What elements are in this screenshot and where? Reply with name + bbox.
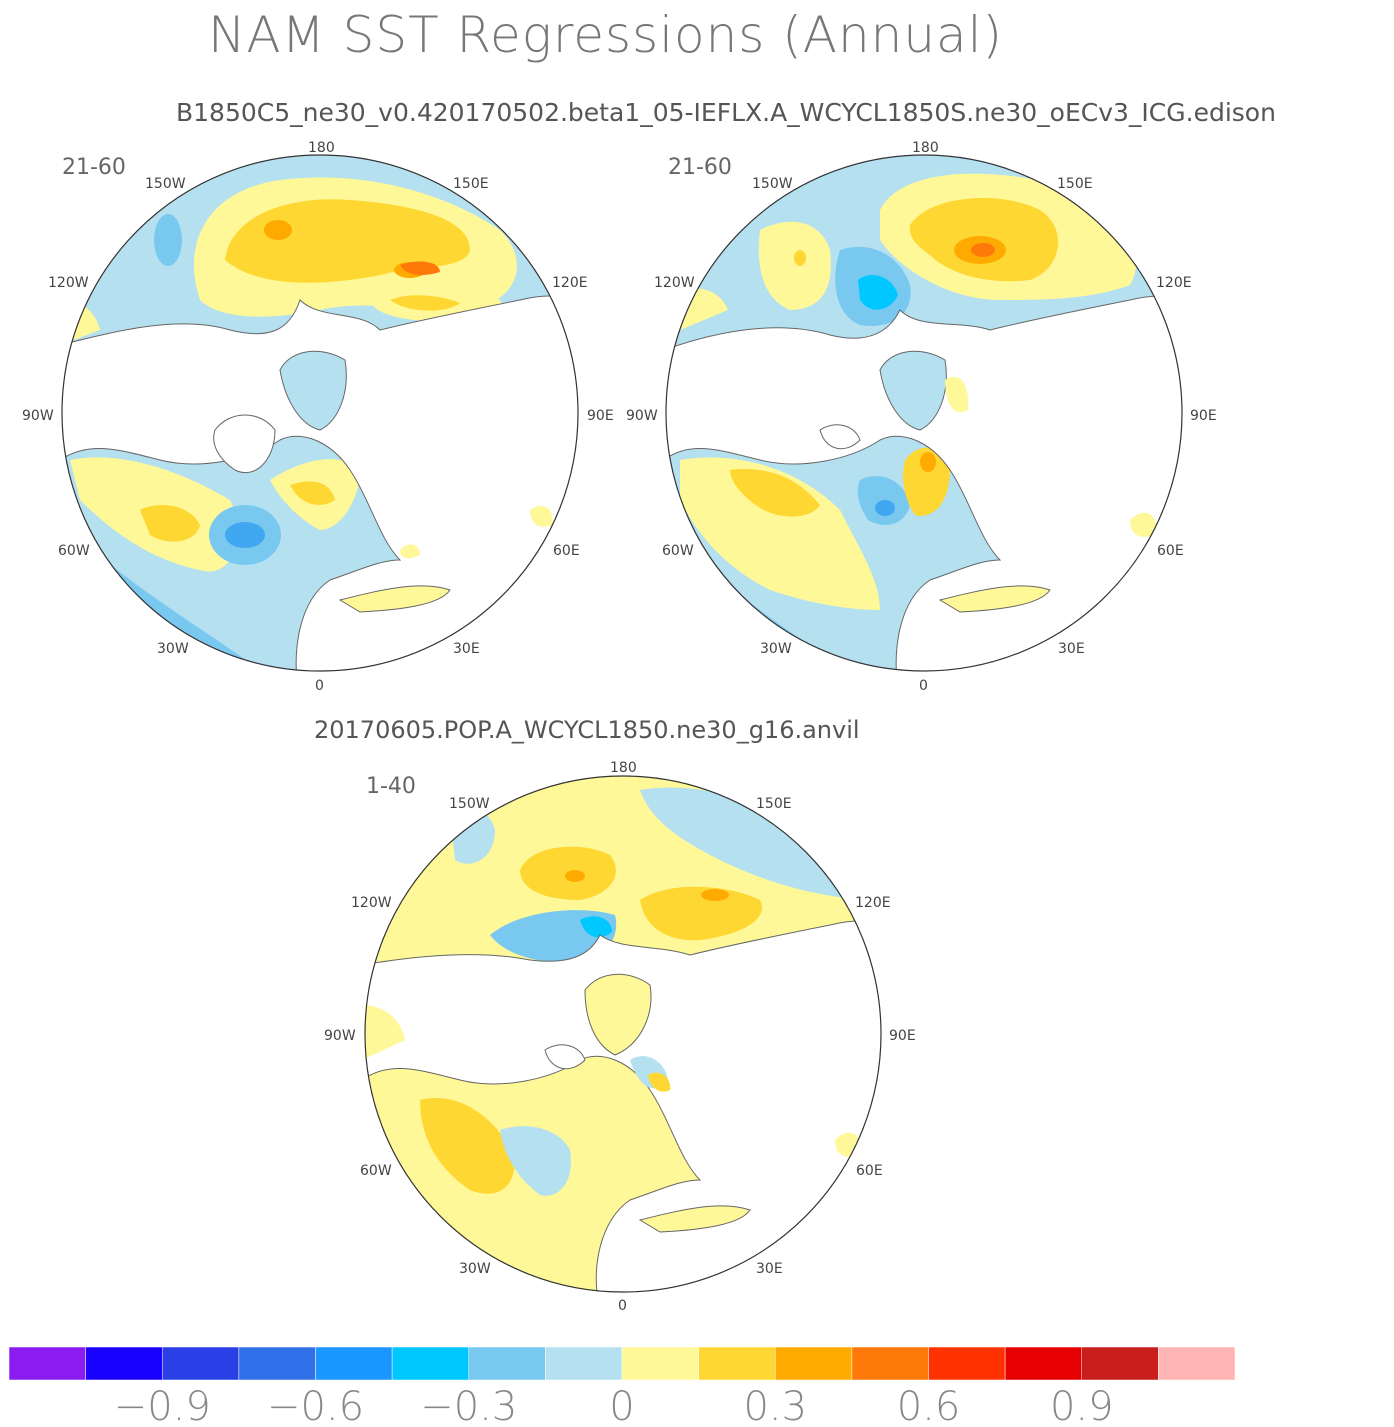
colorbar-swatch [238, 1346, 316, 1381]
colorbar-swatch [698, 1346, 776, 1381]
colorbar-tick-label: 0 [609, 1384, 634, 1427]
colorbar-swatch [8, 1346, 86, 1381]
lon-label: 120E [552, 275, 588, 291]
subtitle-bottom-experiment: 20170605.POP.A_WCYCL1850.ne30_g16.anvil [314, 716, 860, 744]
years-label-bottom: 1-40 [366, 774, 416, 799]
lon-label: 150W [752, 176, 793, 192]
colorbar-tick-label: −0.6 [267, 1384, 364, 1427]
colorbar-swatch [1081, 1346, 1159, 1381]
lon-label: 30E [756, 1261, 783, 1277]
figure-title: NAM SST Regressions (Annual) [208, 6, 1004, 64]
lon-label: 120E [855, 895, 891, 911]
colorbar-swatch [851, 1346, 929, 1381]
subtitle-top-experiment: B1850C5_ne30_v0.420170502.beta1_05-IEFLX… [176, 98, 1276, 127]
lon-label: 0 [315, 678, 324, 694]
years-label-top-left: 21-60 [62, 155, 126, 180]
lon-label: 120W [48, 275, 89, 291]
lon-label: 60W [360, 1163, 392, 1179]
colorbar-swatch [315, 1346, 393, 1381]
lon-label: 0 [618, 1298, 627, 1314]
longitude-labels-top-right: 180 150W 150E 120W 120E 90W 90E 60W 60E … [626, 140, 1217, 694]
longitude-labels-top-left: 180 150W 150E 120W 120E 90W 90E 60W 60E … [22, 140, 614, 694]
lon-label: 120E [1156, 275, 1192, 291]
polar-map-bottom: 1-40 [364, 774, 882, 1293]
colorbar-swatch [545, 1346, 623, 1381]
colorbar-swatch [1004, 1346, 1082, 1381]
lon-label: 30W [459, 1261, 491, 1277]
lon-label: 60E [1157, 543, 1184, 559]
lon-label: 0 [919, 678, 928, 694]
lon-label: 180 [610, 760, 637, 776]
lon-label: 150E [1057, 176, 1093, 192]
lon-label: 180 [912, 140, 939, 156]
colorbar-tick-label: 0.9 [1050, 1384, 1114, 1427]
lon-label: 60E [856, 1163, 883, 1179]
colorbar-tick-label: −0.3 [420, 1384, 517, 1427]
lon-label: 120W [654, 275, 695, 291]
lon-label: 90E [587, 408, 614, 424]
lon-label: 60W [662, 543, 694, 559]
lon-label: 90W [626, 408, 658, 424]
colorbar-swatch [468, 1346, 546, 1381]
polar-map-top-right: 21-60 [665, 154, 1183, 672]
colorbar-tick-label: 0.3 [743, 1384, 807, 1427]
lon-label: 120W [351, 895, 392, 911]
colorbar-tick-label: 0.6 [897, 1384, 961, 1427]
colorbar-tick-label: −0.9 [114, 1384, 211, 1427]
lon-label: 150W [145, 176, 186, 192]
lon-label: 150W [449, 796, 490, 812]
polar-map-top-left: 21-60 [61, 154, 579, 672]
colorbar-swatch [391, 1346, 469, 1381]
colorbar-swatch [928, 1346, 1006, 1381]
colorbar-swatch [1158, 1346, 1236, 1381]
lon-label: 90W [22, 408, 54, 424]
lon-label: 30W [157, 641, 189, 657]
lon-label: 30W [760, 641, 792, 657]
longitude-labels-bottom: 180 150W 150E 120W 120E 90W 90E 60W 60E … [324, 760, 916, 1314]
lon-label: 30E [1058, 641, 1085, 657]
colorbar [8, 1346, 1236, 1381]
lon-label: 30E [453, 641, 480, 657]
lon-label: 180 [308, 140, 335, 156]
years-label-top-right: 21-60 [668, 155, 732, 180]
colorbar-tick-labels: −0.9 −0.6 −0.3 0 0.3 0.6 0.9 [114, 1384, 1114, 1427]
lon-label: 150E [756, 796, 792, 812]
colorbar-swatch [85, 1346, 163, 1381]
lon-label: 150E [453, 176, 489, 192]
colorbar-swatch [621, 1346, 699, 1381]
lon-label: 60W [58, 543, 90, 559]
lon-label: 90E [1190, 408, 1217, 424]
colorbar-swatch [162, 1346, 240, 1381]
lon-label: 60E [553, 543, 580, 559]
lon-label: 90W [324, 1028, 356, 1044]
lon-label: 90E [889, 1028, 916, 1044]
colorbar-swatch [775, 1346, 853, 1381]
